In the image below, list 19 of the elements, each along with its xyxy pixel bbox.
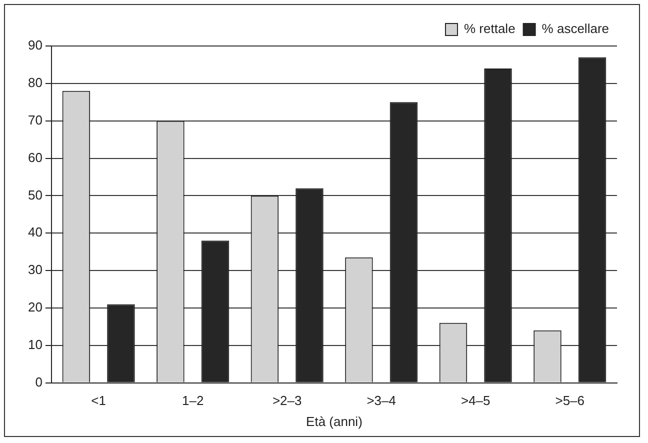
y-tick-label: 70 — [28, 112, 42, 128]
x-axis-title: Età (anni) — [306, 414, 362, 429]
y-tick-label: 80 — [28, 75, 42, 90]
x-tick-label: >4–5 — [460, 393, 490, 408]
legend-label: % ascellare — [542, 21, 610, 36]
y-tick-label: 90 — [28, 38, 42, 53]
legend-label: % rettale — [464, 21, 516, 36]
x-tick-label: <1 — [91, 393, 106, 408]
y-tick-label: 30 — [28, 262, 42, 278]
x-tick-label: >5–6 — [555, 393, 585, 408]
y-tick-label: 40 — [28, 224, 42, 240]
y-tick-label: 60 — [28, 150, 42, 165]
x-tick-label: >3–4 — [366, 393, 396, 408]
y-tick-label: 20 — [28, 300, 42, 315]
y-tick-label: 10 — [28, 336, 42, 352]
y-tick-label: 50 — [28, 187, 42, 202]
x-tick-label: >2–3 — [272, 393, 302, 408]
x-tick-label: 1–2 — [182, 393, 204, 408]
y-tick-label: 0 — [35, 374, 42, 390]
